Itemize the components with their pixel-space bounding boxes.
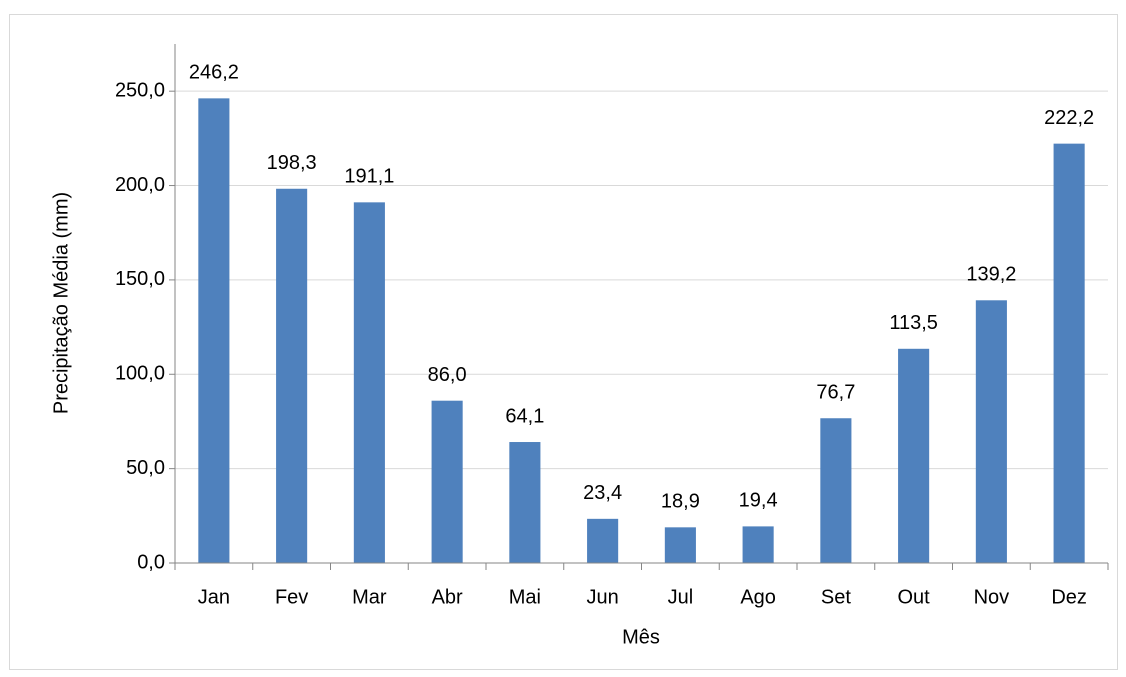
bar [664, 527, 696, 563]
data-label: 86,0 [428, 364, 467, 386]
x-tick-label: Dez [1051, 586, 1087, 608]
data-label: 198,3 [267, 152, 317, 174]
data-label: 64,1 [505, 405, 544, 427]
x-tick-label: Jun [587, 586, 619, 608]
x-tick-label: Jan [198, 586, 230, 608]
chart-border [9, 14, 1118, 670]
y-tick-label: 150,0 [115, 268, 165, 290]
x-tick-label: Ago [740, 586, 776, 608]
y-tick-label: 200,0 [115, 174, 165, 196]
bar [353, 202, 385, 564]
data-label: 246,2 [189, 62, 239, 84]
y-tick-label: 0,0 [137, 551, 165, 573]
bar [1053, 143, 1085, 563]
bar [898, 348, 930, 563]
x-tick-label: Nov [974, 586, 1010, 608]
bar [509, 442, 541, 563]
x-tick-label: Set [821, 586, 851, 608]
bar [742, 526, 774, 563]
y-axis-label: Precipitação Média (mm) [50, 192, 72, 414]
x-axis-label: Mês [622, 626, 660, 648]
x-tick-label: Mar [352, 586, 387, 608]
data-label: 76,7 [816, 382, 855, 404]
data-label: 191,1 [344, 166, 394, 188]
data-label: 222,2 [1044, 107, 1094, 129]
y-tick-label: 50,0 [126, 457, 165, 479]
bar [975, 300, 1007, 563]
y-tick-label: 250,0 [115, 79, 165, 101]
x-tick-label: Abr [432, 586, 463, 608]
bar [820, 418, 852, 563]
x-tick-label: Mai [509, 586, 541, 608]
bar [431, 400, 463, 563]
x-tick-label: Fev [275, 586, 308, 608]
data-label: 19,4 [739, 490, 778, 512]
data-label: 113,5 [889, 312, 938, 334]
bar [276, 188, 308, 563]
bar [198, 98, 230, 563]
bar [587, 518, 619, 563]
x-tick-label: Jul [668, 586, 694, 608]
y-tick-label: 100,0 [115, 363, 165, 385]
x-tick-label: Out [898, 586, 931, 608]
data-label: 23,4 [583, 482, 622, 504]
data-label: 18,9 [661, 491, 700, 513]
data-label: 139,2 [966, 264, 1016, 286]
